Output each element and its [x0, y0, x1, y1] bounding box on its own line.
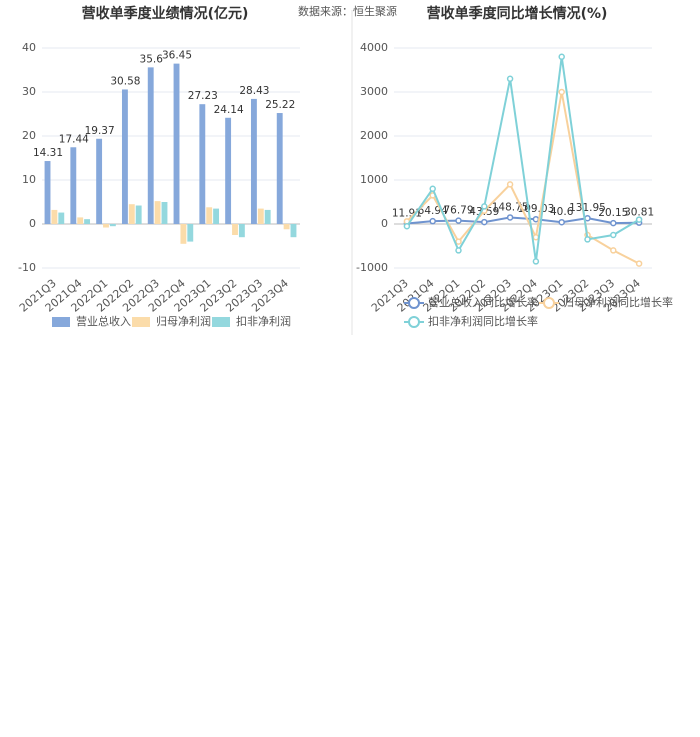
data-label: 24.14 — [214, 104, 244, 116]
bar — [147, 67, 154, 224]
y-tick-label: 10 — [22, 173, 36, 186]
data-label: 19.37 — [85, 125, 115, 137]
data-label: 25.22 — [265, 99, 295, 111]
point — [584, 236, 591, 243]
point — [558, 218, 565, 226]
y-tick-label: 4000 — [360, 41, 388, 54]
legend-label: 营业总收入同比增长率 — [428, 295, 538, 309]
point — [532, 258, 540, 265]
y-tick-label: 20 — [22, 129, 36, 142]
legend-swatch — [408, 316, 420, 328]
point — [635, 216, 643, 223]
point — [455, 247, 462, 254]
legend-label: 扣非净利润 — [236, 314, 291, 328]
point — [429, 185, 436, 193]
bar — [70, 147, 77, 224]
data-label: 17.44 — [59, 133, 89, 145]
data-label: 30.81 — [624, 207, 654, 219]
point — [532, 233, 540, 241]
data-label: 35.6 — [140, 53, 164, 65]
point — [455, 238, 462, 245]
legend-label: 营业总收入 — [76, 314, 131, 328]
legend-swatch — [212, 317, 230, 327]
legend-swatch — [543, 297, 555, 309]
bar — [250, 98, 257, 224]
point — [429, 217, 436, 225]
bar — [51, 209, 58, 224]
y-tick-label: 2000 — [360, 129, 388, 142]
bar — [283, 224, 290, 230]
legend-label: 归母净利润同比增长率 — [563, 295, 673, 309]
point — [481, 218, 488, 226]
line — [406, 56, 640, 262]
point — [506, 181, 514, 188]
point — [506, 214, 514, 221]
bar — [206, 207, 213, 224]
chart-title: 营收单季度业绩情况(亿元) — [82, 5, 249, 22]
legend-swatch — [132, 317, 150, 327]
point — [558, 88, 565, 96]
point — [532, 215, 540, 223]
bar — [232, 224, 238, 235]
y-tick-label: -1000 — [356, 261, 388, 274]
point — [558, 53, 565, 61]
data-label: 30.58 — [110, 75, 140, 87]
data-label: 36.45 — [162, 50, 192, 62]
legend-label: 归母净利润 — [156, 314, 211, 328]
data-label: 20.15 — [598, 207, 628, 219]
bar — [180, 224, 187, 244]
bar — [264, 209, 271, 224]
legend-swatch — [52, 317, 70, 327]
bar — [225, 117, 232, 224]
legend-swatch — [408, 297, 420, 309]
data-label: 131.95 — [569, 202, 606, 214]
bar — [44, 161, 51, 224]
y-tick-label: 40 — [22, 41, 36, 54]
bar — [199, 104, 206, 224]
bar — [96, 138, 103, 224]
data-label: 40.6 — [550, 206, 574, 218]
y-tick-label: 0 — [29, 217, 36, 230]
bar — [84, 219, 91, 224]
bar — [161, 202, 168, 224]
point — [403, 222, 411, 230]
point — [610, 247, 617, 254]
y-tick-label: 3000 — [360, 85, 388, 98]
bar — [109, 224, 116, 227]
point — [610, 219, 617, 227]
y-tick-label: 30 — [22, 85, 36, 98]
y-tick-label: 0 — [381, 217, 388, 230]
data-label: 76.79 — [443, 205, 473, 217]
data-label: 27.23 — [188, 90, 218, 102]
bar — [135, 205, 142, 224]
bar — [173, 63, 180, 225]
bar — [213, 208, 220, 224]
point — [506, 75, 514, 83]
bar — [238, 224, 245, 238]
bar — [77, 217, 84, 224]
y-tick-label: -10 — [18, 261, 36, 274]
y-tick-label: 1000 — [360, 173, 388, 186]
point — [481, 203, 488, 210]
bar — [103, 224, 109, 228]
bar — [187, 224, 194, 242]
bar — [128, 204, 135, 224]
bar — [290, 224, 297, 238]
chart-title: 营收单季度同比增长情况(%) — [427, 5, 608, 22]
data-label: 109.03 — [518, 203, 555, 215]
bar — [121, 89, 128, 224]
bar — [257, 208, 264, 224]
data-label: 28.43 — [239, 85, 269, 97]
bar — [154, 201, 161, 224]
point — [455, 217, 462, 224]
line — [406, 91, 640, 265]
bar — [58, 212, 65, 224]
bar — [276, 113, 283, 224]
data-label: 14.31 — [33, 147, 63, 159]
point — [635, 260, 643, 267]
source: 数据来源：恒生聚源 — [298, 4, 397, 18]
legend-label: 扣非净利润同比增长率 — [428, 314, 538, 328]
point — [610, 231, 617, 239]
